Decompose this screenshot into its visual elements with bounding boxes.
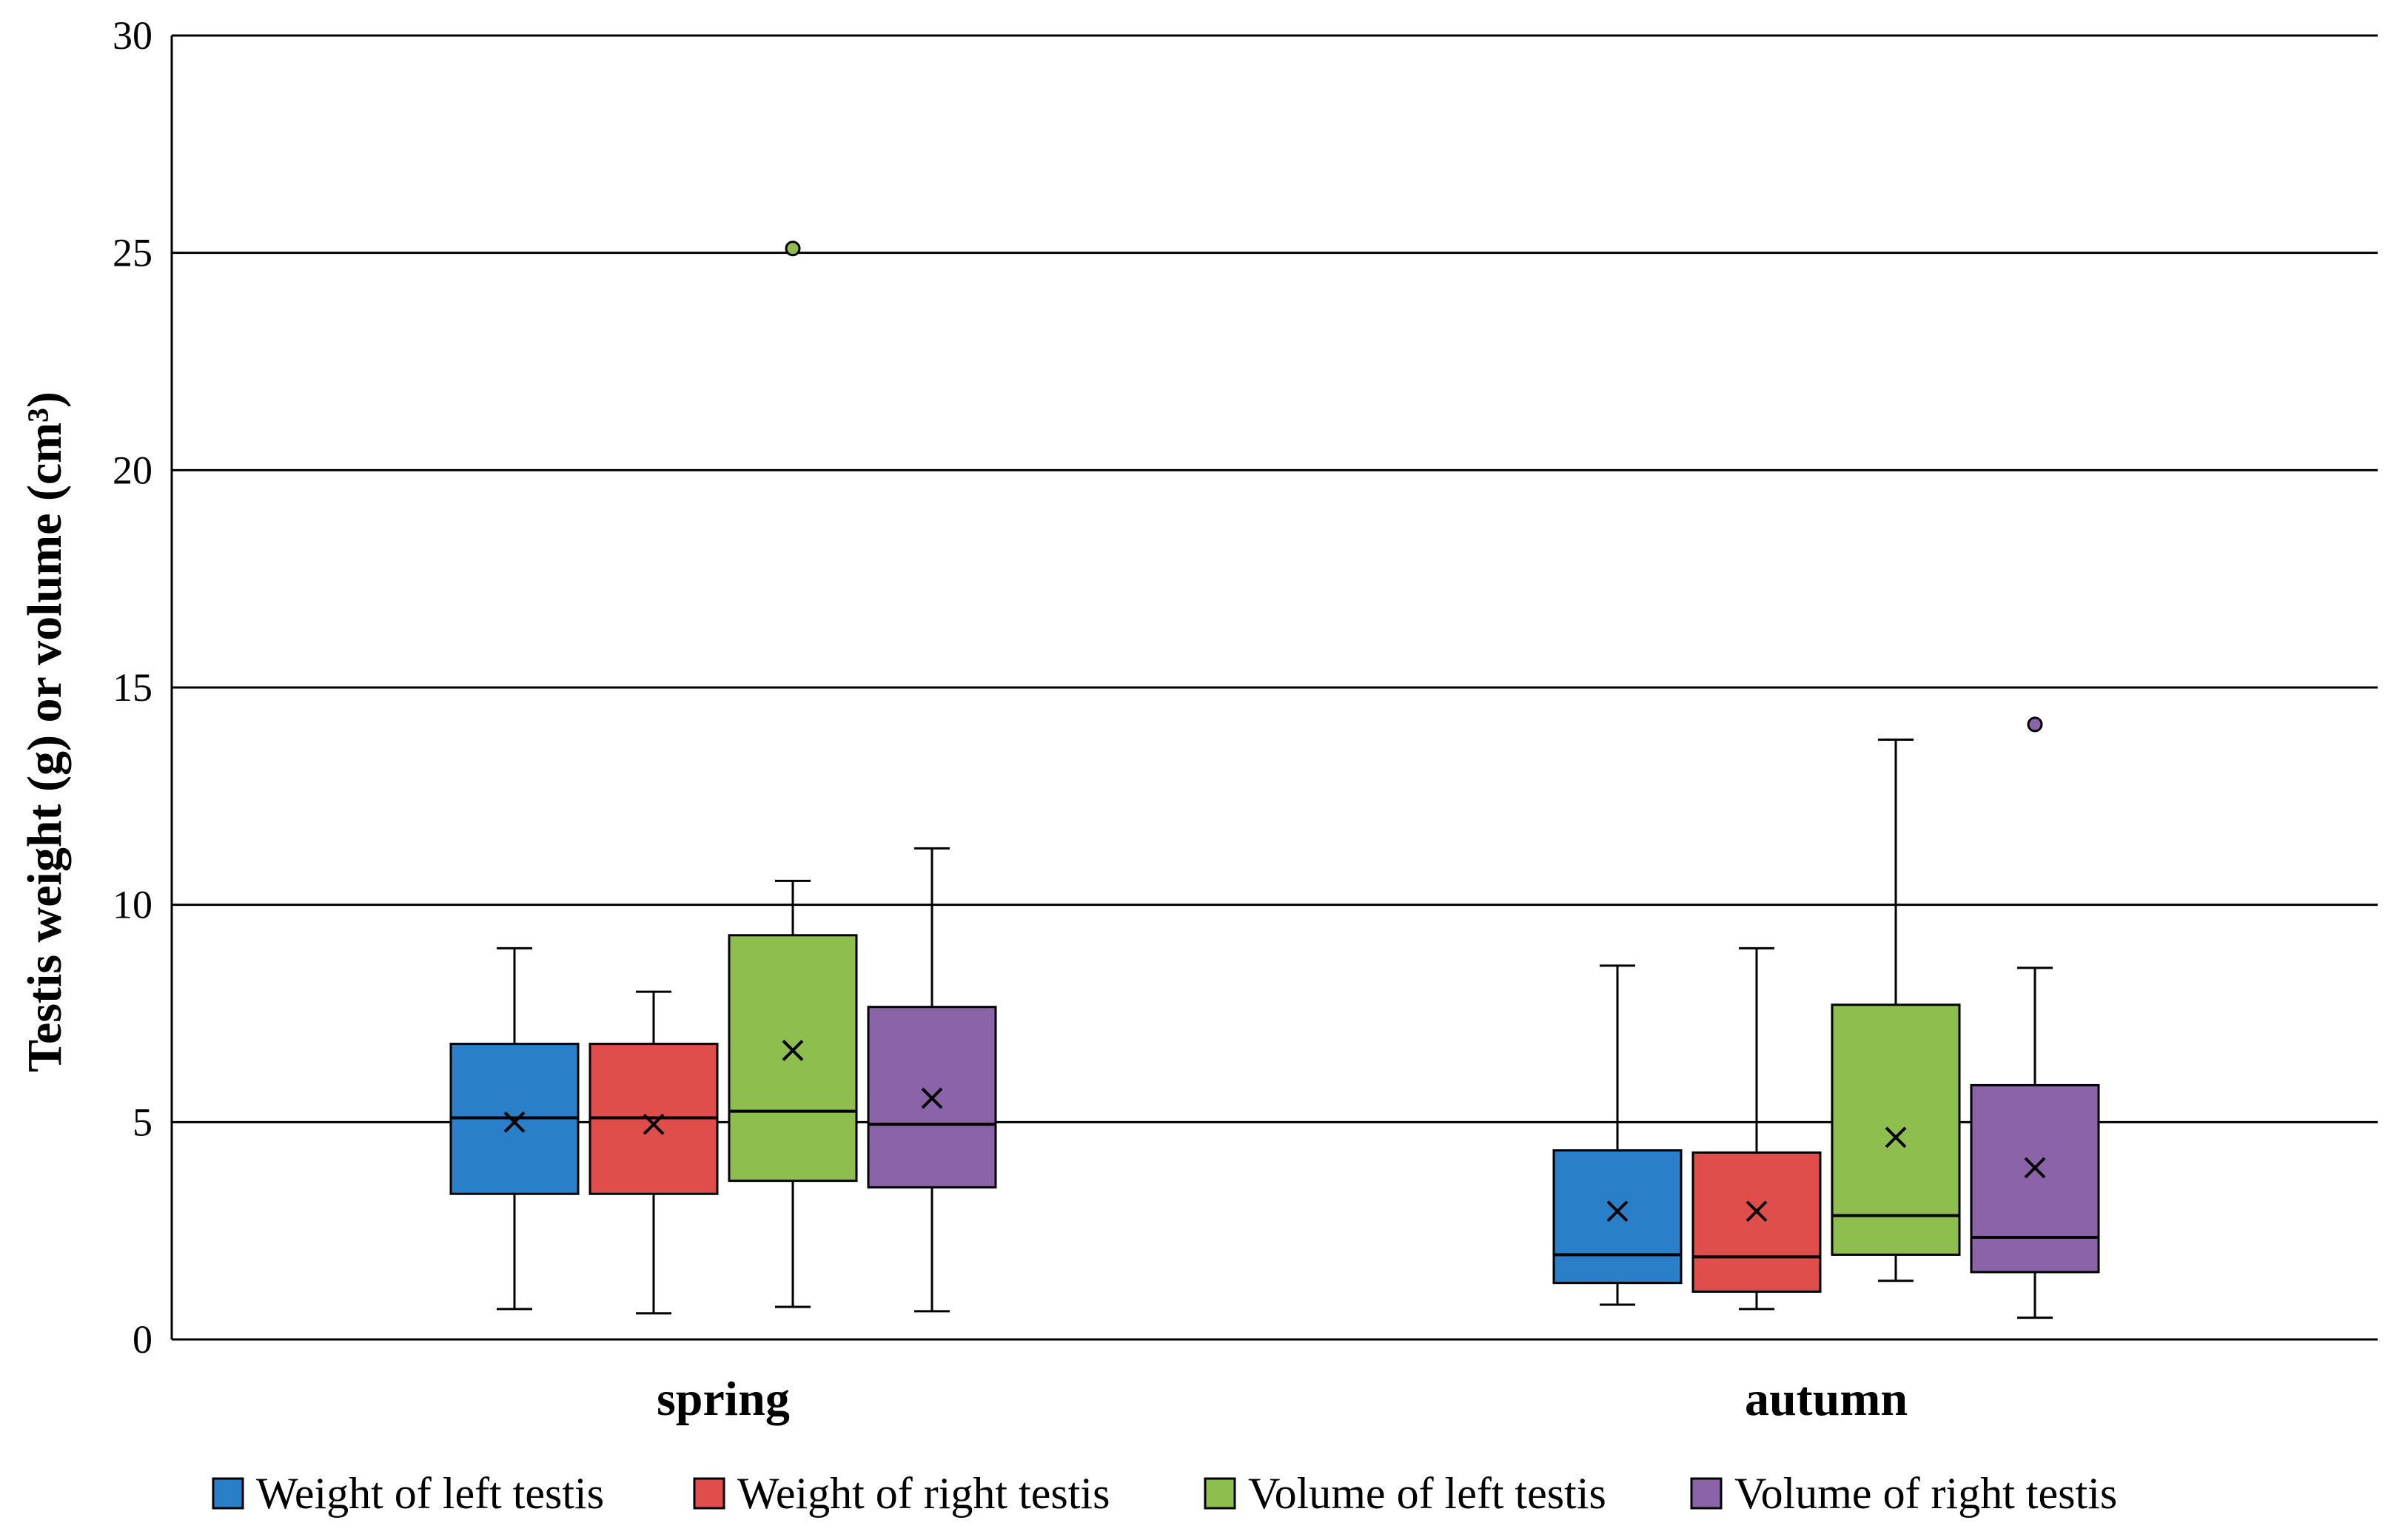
box-spring-0 xyxy=(449,946,580,1311)
y-axis-title: Testis weight (g) or volume (cm³) xyxy=(18,391,72,1072)
mean-marker-b xyxy=(782,1040,804,1061)
legend-label: Volume of left testis xyxy=(1248,1469,1606,1518)
box-iqr xyxy=(1970,1083,2100,1274)
box-spring-3 xyxy=(867,847,997,1313)
mean-marker-b xyxy=(921,1087,943,1109)
legend-label: Weight of left testis xyxy=(256,1469,604,1518)
box-autumn-1 xyxy=(1691,946,1822,1311)
y-tick-label: 10 xyxy=(113,883,152,927)
box-iqr xyxy=(1831,1003,1961,1256)
box-autumn-2 xyxy=(1831,738,1961,1282)
mean-marker-b xyxy=(1746,1200,1768,1223)
box-spring-2 xyxy=(728,241,858,1308)
boxes xyxy=(449,241,2100,1319)
y-tick-label: 5 xyxy=(133,1100,152,1144)
x-category-label: spring xyxy=(657,1372,790,1426)
outlier-point xyxy=(2027,716,2043,733)
axes xyxy=(170,36,2378,1341)
y-tick-label: 25 xyxy=(113,231,152,275)
legend-swatch xyxy=(212,1477,244,1510)
mean-marker-b xyxy=(2024,1157,2046,1179)
box-autumn-0 xyxy=(1552,964,1683,1306)
box-iqr xyxy=(728,934,858,1183)
legend-swatch xyxy=(1690,1477,1723,1510)
legend-swatch xyxy=(1204,1477,1236,1510)
outlier-point xyxy=(785,241,801,257)
x-category-label: autumn xyxy=(1745,1372,1908,1426)
box-iqr xyxy=(1691,1151,1822,1293)
box-autumn-3 xyxy=(1970,716,2100,1319)
axis-labels: 0 5 10 15 20 25 30 Testis weight (g) or volume … xyxy=(18,13,1908,1426)
legend-label: Volume of right testis xyxy=(1734,1469,2117,1518)
legend: Weight of left testis Weight of right tes… xyxy=(212,1469,2117,1518)
box-iqr xyxy=(1552,1149,1683,1285)
mean-marker-b xyxy=(643,1113,665,1135)
y-tick-label: 30 xyxy=(113,13,152,58)
gridlines xyxy=(172,34,2378,1123)
legend-label: Weight of right testis xyxy=(737,1469,1110,1518)
y-tick-label: 0 xyxy=(133,1317,152,1362)
y-tick-label: 15 xyxy=(113,665,152,710)
legend-swatch xyxy=(693,1477,725,1510)
mean-marker-b xyxy=(1885,1126,1907,1149)
mean-marker-b xyxy=(1606,1200,1629,1223)
mean-marker-b xyxy=(503,1111,526,1133)
box-spring-1 xyxy=(588,990,719,1315)
y-tick-label: 20 xyxy=(113,448,152,492)
